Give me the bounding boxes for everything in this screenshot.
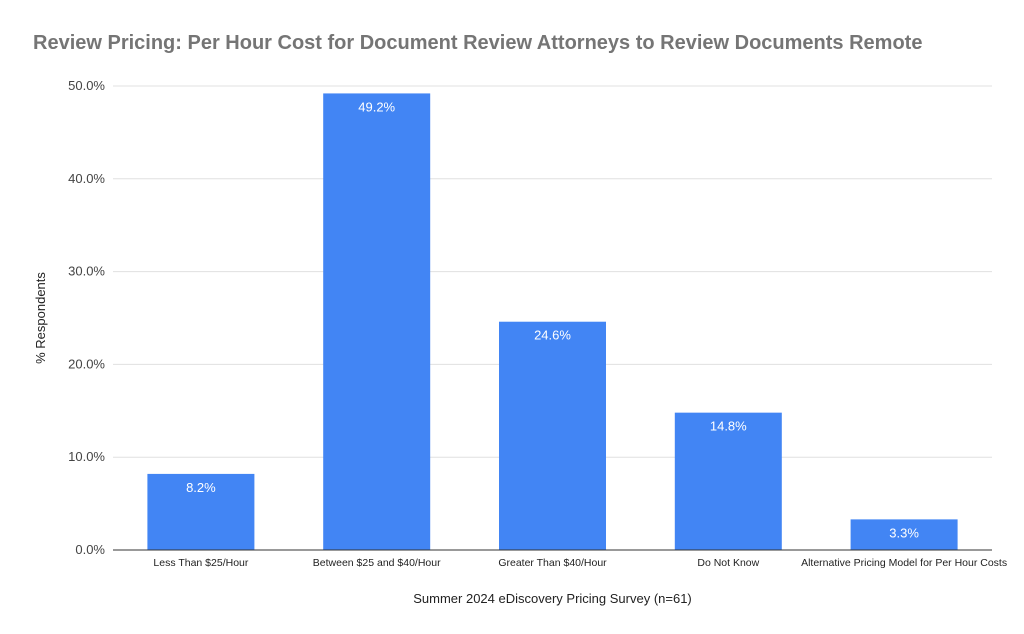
bars: 8.2% 49.2% 24.6% 14.8% 3.3% xyxy=(147,93,958,550)
category-label: Greater Than $40/Hour xyxy=(498,557,607,569)
category-label: Between $25 and $40/Hour xyxy=(313,557,441,569)
y-tick-label: 20.0% xyxy=(68,356,105,371)
y-tick-label: 0.0% xyxy=(75,542,105,557)
x-axis-categories: Less Than $25/Hour Between $25 and $40/Ho… xyxy=(153,557,1007,569)
bar-value-label: 49.2% xyxy=(358,99,395,114)
x-axis-title: Summer 2024 eDiscovery Pricing Survey (n… xyxy=(413,591,692,606)
y-tick-label: 40.0% xyxy=(68,171,105,186)
y-axis-title: % Respondents xyxy=(33,272,48,364)
bar xyxy=(850,519,958,550)
y-tick-label: 10.0% xyxy=(68,449,105,464)
y-axis-ticks: 0.0% 10.0% 20.0% 30.0% 40.0% 50.0% xyxy=(68,78,105,557)
category-label: Alternative Pricing Model for Per Hour C… xyxy=(801,557,1007,569)
category-label: Less Than $25/Hour xyxy=(153,557,248,569)
bar-value-label: 24.6% xyxy=(534,328,571,343)
y-tick-label: 30.0% xyxy=(68,264,105,279)
bar xyxy=(674,412,782,550)
bar-value-label: 3.3% xyxy=(889,525,919,540)
bar-value-label: 14.8% xyxy=(710,419,747,434)
bar xyxy=(147,473,255,550)
chart-title: Review Pricing: Per Hour Cost for Docume… xyxy=(33,32,923,54)
category-label: Do Not Know xyxy=(697,557,759,569)
bar-value-label: 8.2% xyxy=(186,480,216,495)
bar xyxy=(499,321,606,550)
bar xyxy=(323,93,431,550)
y-tick-label: 50.0% xyxy=(68,78,105,93)
